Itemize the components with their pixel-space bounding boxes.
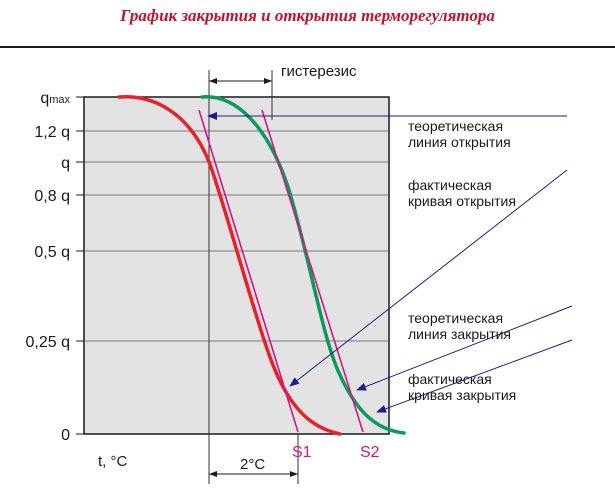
legend-text: фактическая [408,177,492,193]
pointer-actual-closing [376,339,573,413]
legend-text: линия открытия [408,134,511,150]
y-tick-label: q [61,155,70,172]
y-tick-subscript: max [49,94,70,106]
hysteresis-arrow-right [264,78,272,84]
y-tick-label: qmax [40,90,70,107]
pointer-actual-opening [289,169,568,387]
legend-text: теоретическая [408,118,503,134]
two-degrees-arrow-right [290,471,298,477]
y-tick-label: 0,5 q [34,244,70,261]
theoretical-closing-line [261,109,364,433]
title-divider [0,46,615,48]
two-degrees-label: 2°C [240,456,265,473]
two-degrees-arrow-left [209,471,217,477]
y-tick-label: 0 [61,427,70,444]
legend-text: кривая открытия [408,193,516,209]
page-title: График закрытия и открытия терморегулято… [120,6,495,25]
legend-text: фактическая [408,371,492,387]
x-axis-label: t, °C [98,453,128,470]
y-tick-label: 0,25 q [26,334,70,351]
s2-label: S2 [360,444,380,461]
hysteresis-arrow-left [209,78,217,84]
y-tick-label: 1,2 q [34,124,70,141]
legend-text: теоретическая [408,310,503,326]
legend-text: линия закрытия [408,326,511,342]
opening-curve-actual [117,95,342,436]
hysteresis-label: гистерезис [281,63,357,80]
legend-text: кривая закрытия [408,387,516,403]
theoretical-opening-line [198,109,299,433]
pointer-theoretical-closing [356,305,573,391]
s1-label: S1 [292,444,312,461]
y-tick-label: 0,8 q [34,188,70,205]
plot-area [83,96,390,435]
